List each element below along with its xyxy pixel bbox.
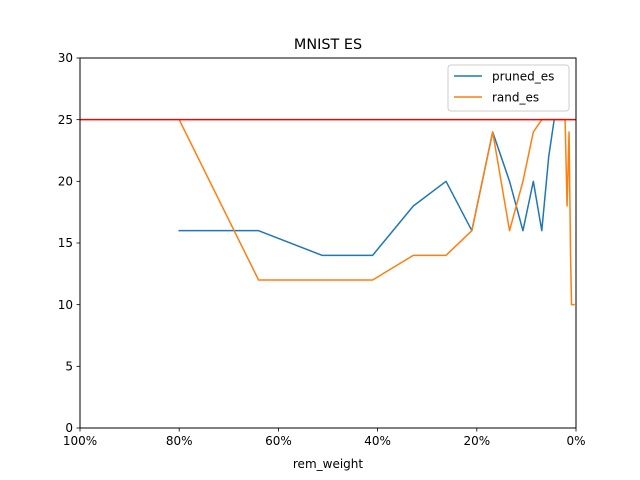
- y-tick-label: 5: [65, 360, 73, 374]
- series-line-rand_es: [178, 118, 575, 306]
- y-tick-label: 10: [58, 298, 73, 312]
- x-tick-label: 40%: [364, 434, 391, 448]
- x-tick-label: 80%: [166, 434, 193, 448]
- y-tick-label: 0: [65, 421, 73, 435]
- x-tick-label: 100%: [63, 434, 97, 448]
- x-axis-label: rem_weight: [293, 457, 363, 471]
- x-tick-label: 60%: [265, 434, 292, 448]
- y-tick-label: 20: [58, 175, 73, 189]
- y-tick-label: 25: [58, 113, 73, 127]
- y-axis-ticks: 0 5 10 15 20 25 30: [58, 51, 80, 435]
- x-tick-label: 20%: [463, 434, 490, 448]
- x-tick-label: 0%: [566, 434, 585, 448]
- y-tick-label: 30: [58, 51, 73, 65]
- chart-title: MNIST ES: [294, 37, 362, 53]
- legend-label-pruned_es: pruned_es: [492, 70, 554, 84]
- y-tick-label: 15: [58, 236, 73, 250]
- legend: pruned_es rand_es: [447, 64, 570, 112]
- legend-label-rand_es: rand_es: [492, 91, 539, 105]
- series-layer: [178, 118, 575, 306]
- x-axis-ticks: 100% 80% 60% 40% 20% 0%: [63, 428, 586, 448]
